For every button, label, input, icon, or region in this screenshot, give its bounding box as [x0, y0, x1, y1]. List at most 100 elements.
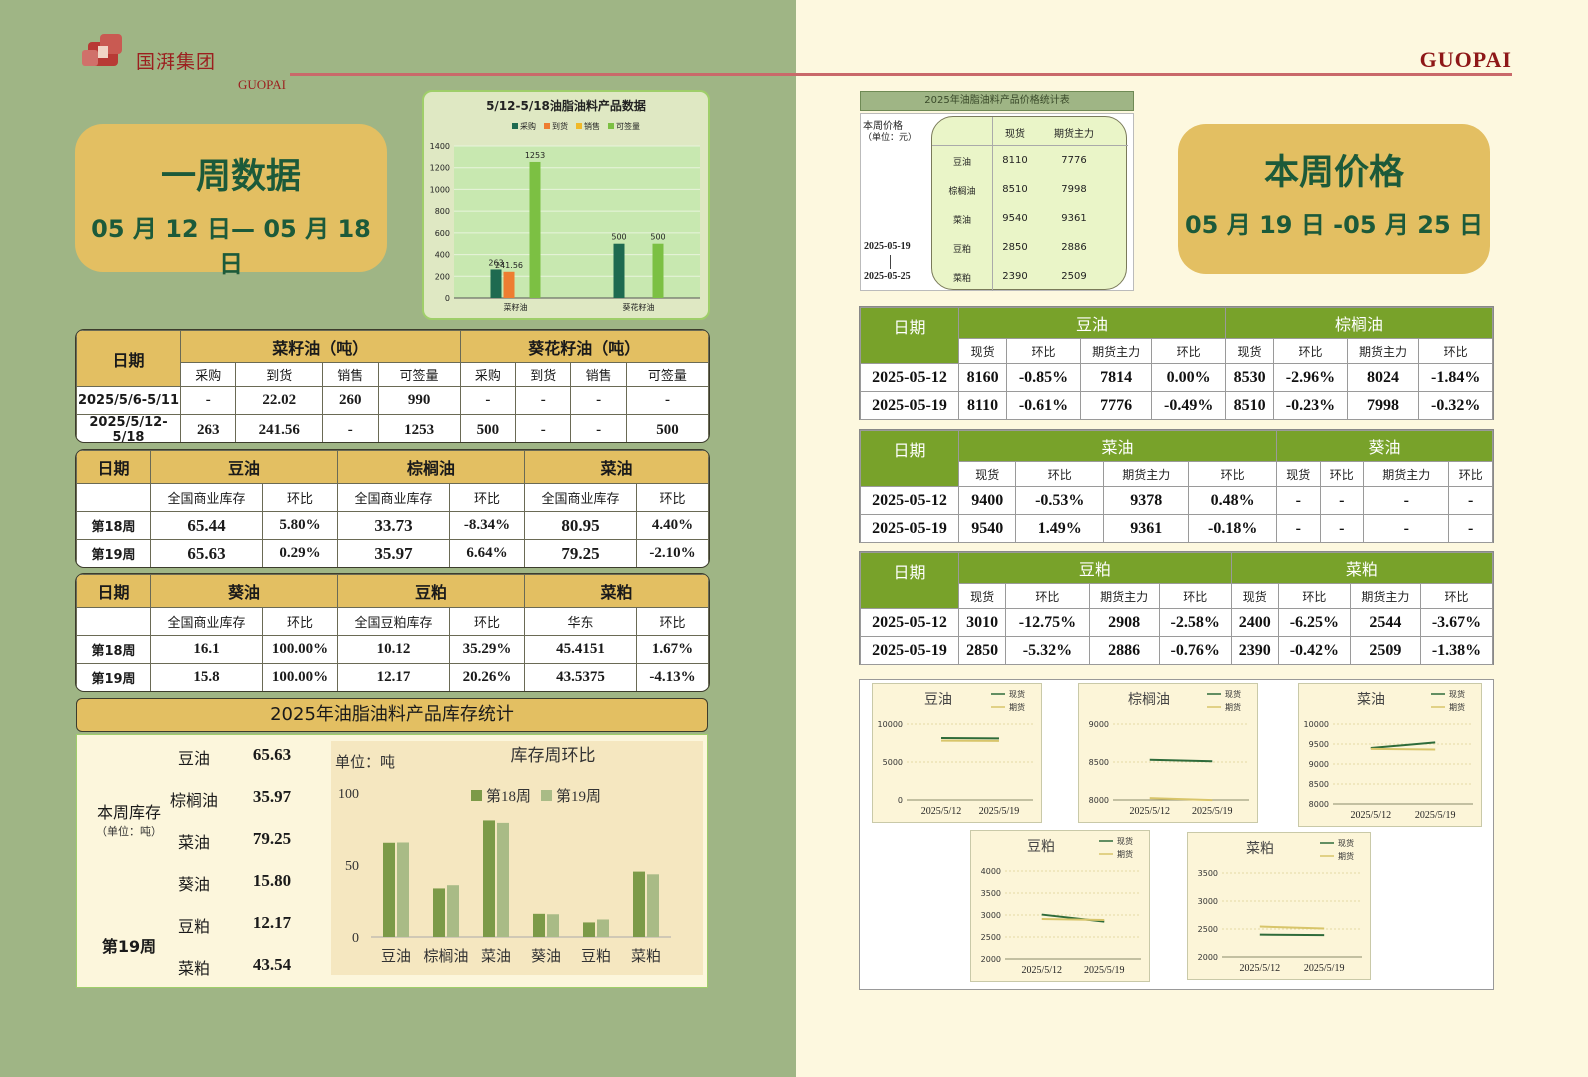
y-tick-label: 2500 [981, 933, 1001, 942]
price-box-dates: 05 月 19 日 -05 月 25 日 [1184, 211, 1484, 239]
g2-group-b: 葵油 [1275, 430, 1494, 462]
inventory-label: 本周库存 [96, 803, 161, 822]
bar [647, 874, 659, 937]
t2-cell: 35.97 [337, 539, 450, 567]
price-summary-row-name: 豆粕 [952, 245, 971, 255]
price-summary-row-future: 7776 [1061, 155, 1087, 166]
price-table-rapeseed-sunflower: 日期 菜油 葵油 现货 环比 期货主力 环比 现货 环比 期货主力 环比 2025-05-12 9400… [859, 429, 1494, 543]
series-line [1149, 758, 1213, 763]
price-summary-row-name: 菜油 [952, 216, 971, 226]
t2-cell: -8.34% [449, 511, 525, 540]
g1-cell: 8024 [1346, 363, 1420, 392]
t3-group-2: 菜粕 [524, 574, 709, 608]
t3-group-0: 葵油 [150, 574, 338, 608]
legend-label: 到货 [552, 121, 568, 131]
g3-sub-7: 环比 [1419, 583, 1494, 609]
g3-group-b: 菜粕 [1230, 552, 1494, 584]
series-line [1259, 933, 1325, 937]
legend-label: 期货 [1009, 702, 1025, 712]
t1-sub-7: 可签量 [625, 362, 709, 387]
chart-title: 5/12-5/18油脂油料产品数据 [486, 98, 646, 113]
g2-cell: - [1363, 514, 1450, 543]
x-tick-label: 2025/5/12 [1240, 963, 1281, 974]
legend-label: 现货 [1338, 838, 1354, 848]
table-row: 2025-05-12 3010 -12.75% 2908 -2.58% 2400 -6.25… [860, 608, 1494, 637]
price-summary-col1: 现货 [1005, 129, 1025, 140]
g3-sub-3: 环比 [1158, 583, 1232, 609]
table-row: 2025-05-12 9400 -0.53% 9378 0.48% - - - - [860, 486, 1493, 515]
table-row: 2025-05-19 8110 -0.61% 7776 -0.49% 8510 -0.23%… [860, 391, 1493, 420]
inventory-item-value: 35.97 [252, 787, 292, 806]
g1-cell: 8510 [1224, 391, 1275, 420]
bar [547, 914, 559, 937]
legend-label: 现货 [1449, 689, 1465, 699]
g1-sub-2: 期货主力 [1079, 338, 1153, 364]
inventory-panel: 本周库存 （单位：吨） 第19周 豆油 65.63 棕榈油 35.97 菜油 79.25 葵… [76, 734, 708, 988]
g2-sub-6: 期货主力 [1363, 461, 1450, 487]
price-summary-row-spot: 8510 [1002, 184, 1028, 195]
data-label: 263 [488, 258, 503, 267]
t2-cell: 6.64% [449, 539, 525, 567]
g2-row-date: 2025-05-19 [860, 514, 959, 543]
y-tick-label: 1000 [430, 185, 450, 194]
y-tick-label: 2000 [981, 955, 1001, 964]
oil-inventory-table: 日期 豆油 棕榈油 菜油 全国商业库存 环比 全国商业库存 环比 全国商业库存 环比 第18周 6… [75, 449, 710, 568]
g1-cell: 7998 [1346, 391, 1420, 420]
t2-sub-5: 环比 [636, 483, 709, 512]
price-summary-row-name: 菜粕 [952, 274, 971, 284]
g2-cell: -0.53% [1015, 486, 1105, 515]
t3-sub-0: 全国商业库存 [150, 607, 263, 636]
chart-title: 库存周环比 [511, 746, 596, 765]
g1-group-a: 豆油 [958, 307, 1226, 339]
g2-cell: 9400 [957, 486, 1017, 515]
series-line [1370, 747, 1436, 751]
t1-cell: - [625, 386, 709, 415]
g3-sub-4: 现货 [1230, 583, 1279, 609]
t2-cell: -2.10% [636, 539, 709, 567]
price-summary-panel: 本周价格 （单位：元） 2025-05-19 2025-05-25 现货 期货主… [860, 113, 1134, 291]
price-summary-unit: （单位：元） [863, 133, 918, 143]
t1-sub-3: 可签量 [377, 362, 461, 387]
g1-date-header: 日期 [860, 307, 959, 364]
chart-unit: 单位：吨 [335, 754, 395, 771]
price-summary-row-future: 2886 [1061, 242, 1087, 253]
t2-row-date: 第18周 [76, 511, 151, 540]
t2-cell: 33.73 [337, 511, 450, 540]
y-tick-label: 1200 [430, 164, 450, 173]
y-tick-label: 10000 [878, 720, 903, 729]
week-data-box: 一周数据 05 月 12 日— 05 月 18 日 [75, 124, 387, 278]
g1-cell: -0.32% [1418, 391, 1493, 420]
series-line [1041, 918, 1105, 922]
t1-cell: - [570, 414, 627, 442]
t1-cell: 500 [625, 414, 709, 442]
price-summary-row-spot: 2850 [1002, 242, 1028, 253]
t2-cell: 65.63 [150, 539, 263, 567]
data-label: 500 [650, 233, 665, 242]
g1-sub-6: 期货主力 [1346, 338, 1420, 364]
bar [597, 919, 609, 937]
g1-cell: 8110 [957, 391, 1008, 420]
y-tick-label: 9500 [1309, 740, 1329, 749]
g1-sub-0: 现货 [957, 338, 1008, 364]
g1-group-b: 棕榈油 [1224, 307, 1494, 339]
bar [613, 243, 625, 298]
bar [397, 842, 409, 937]
y-tick-label: 100 [338, 787, 359, 802]
x-tick-label: 2025/5/19 [1192, 806, 1233, 817]
t1-cell: 990 [377, 386, 461, 415]
g2-cell: - [1448, 514, 1493, 543]
x-tick-label: 葵花籽油 [623, 302, 655, 312]
mini-chart-palm-oil: 棕榈油 现货 期货 8000 8500 9000 2025/5/12 2025/5/19 [1078, 683, 1258, 823]
header-divider [290, 73, 1512, 76]
t2-row-date: 第19周 [76, 539, 151, 567]
inventory-item-value: 43.54 [252, 955, 292, 974]
legend-label: 第18周 [486, 787, 531, 805]
g2-group-a: 菜油 [958, 430, 1277, 462]
price-summary-row-name: 豆油 [952, 158, 971, 168]
week-data-dates: 05 月 12 日— 05 月 18 日 [91, 215, 371, 278]
mini-chart-title: 豆油 [924, 692, 952, 708]
y-tick-label: 3500 [981, 889, 1001, 898]
t1-sub-2: 销售 [322, 362, 379, 387]
